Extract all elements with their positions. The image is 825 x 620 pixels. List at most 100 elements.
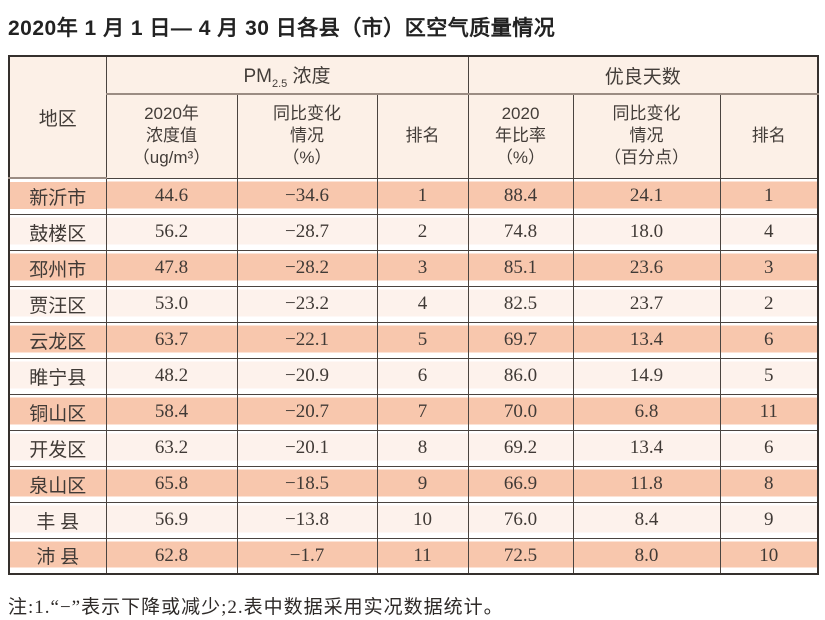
cell-good-rank: 1: [719, 177, 819, 215]
cell-pm-value: 63.7: [105, 321, 238, 359]
cell-pm-change: −20.9: [236, 357, 378, 395]
cell-good-rank: 11: [719, 393, 819, 431]
header-sub-row: 2020年 浓度值 （ug/m³） 同比变化 情况 （%） 排名 2020 年比…: [9, 93, 819, 179]
cell-pm-change: −34.6: [236, 177, 378, 215]
column-header-good-rank: 排名: [719, 93, 819, 179]
cell-pm-rank: 9: [376, 465, 469, 503]
cell-good-ratio: 72.5: [467, 537, 574, 575]
cell-pm-change: −13.8: [236, 501, 378, 539]
cell-region: 铜山区: [8, 393, 107, 431]
cell-good-rank: 5: [719, 357, 819, 395]
cell-good-ratio: 69.7: [467, 321, 574, 359]
cell-good-change: 23.6: [572, 249, 721, 287]
cell-region: 睢宁县: [8, 357, 107, 395]
cell-region: 新沂市: [8, 177, 107, 215]
cell-good-ratio: 88.4: [467, 177, 574, 215]
column-header-pm-change: 同比变化 情况 （%）: [236, 93, 378, 179]
column-header-good-ratio: 2020 年比率 （%）: [467, 93, 574, 179]
cell-pm-change: −23.2: [236, 285, 378, 323]
table-row: 开发区 63.2 −20.1 8 69.2 13.4 6: [8, 429, 819, 467]
table-row: 贾汪区 53.0 −23.2 4 82.5 23.7 2: [8, 285, 819, 323]
cell-pm-value: 56.9: [105, 501, 238, 539]
cell-good-ratio: 82.5: [467, 285, 574, 323]
air-quality-table: 地区 PM2.5 浓度 优良天数 2020年 浓度值 （ug/m³） 同比变化 …: [8, 55, 820, 575]
column-group-pm25: PM2.5 浓度: [105, 55, 469, 95]
cell-pm-change: −1.7: [236, 537, 378, 575]
table-row: 丰 县 56.9 −13.8 10 76.0 8.4 9: [8, 501, 819, 539]
cell-good-change: 24.1: [572, 177, 721, 215]
table-header: 地区 PM2.5 浓度 优良天数 2020年 浓度值 （ug/m³） 同比变化 …: [8, 55, 819, 179]
table-row: 云龙区 63.7 −22.1 5 69.7 13.4 6: [8, 321, 819, 359]
column-group-good-days: 优良天数: [467, 55, 819, 95]
cell-pm-rank: 10: [376, 501, 469, 539]
cell-pm-rank: 4: [376, 285, 469, 323]
cell-pm-rank: 7: [376, 393, 469, 431]
cell-good-change: 14.9: [572, 357, 721, 395]
table-footnote: 注:1.“−”表示下降或减少;2.表中数据采用实况数据统计。: [8, 597, 504, 618]
cell-pm-change: −22.1: [236, 321, 378, 359]
cell-pm-change: −18.5: [236, 465, 378, 503]
cell-region: 沛 县: [8, 537, 107, 575]
cell-pm-change: −28.7: [236, 213, 378, 251]
column-header-good-change: 同比变化 情况 （百分点）: [572, 93, 721, 179]
cell-good-ratio: 66.9: [467, 465, 574, 503]
cell-good-rank: 8: [719, 465, 819, 503]
cell-pm-value: 53.0: [105, 285, 238, 323]
cell-pm-change: −20.1: [236, 429, 378, 467]
cell-good-ratio: 70.0: [467, 393, 574, 431]
table-row: 铜山区 58.4 −20.7 7 70.0 6.8 11: [8, 393, 819, 431]
cell-good-change: 6.8: [572, 393, 721, 431]
cell-pm-value: 58.4: [105, 393, 238, 431]
cell-good-rank: 4: [719, 213, 819, 251]
cell-pm-rank: 8: [376, 429, 469, 467]
cell-pm-value: 62.8: [105, 537, 238, 575]
table-row: 新沂市 44.6 −34.6 1 88.4 24.1 1: [8, 177, 819, 215]
cell-pm-value: 56.2: [105, 213, 238, 251]
header-group-row: 地区 PM2.5 浓度 优良天数: [8, 55, 819, 179]
cell-pm-change: −28.2: [236, 249, 378, 287]
column-header-region: 地区: [8, 55, 107, 179]
cell-good-rank: 10: [719, 537, 819, 575]
table-row: 邳州市 47.8 −28.2 3 85.1 23.6 3: [8, 249, 819, 287]
cell-region: 丰 县: [8, 501, 107, 539]
cell-region: 邳州市: [8, 249, 107, 287]
pm-subscript: 2.5: [271, 77, 288, 90]
cell-pm-value: 48.2: [105, 357, 238, 395]
cell-good-ratio: 69.2: [467, 429, 574, 467]
cell-good-ratio: 85.1: [467, 249, 574, 287]
cell-pm-rank: 2: [376, 213, 469, 251]
cell-pm-rank: 5: [376, 321, 469, 359]
cell-region: 贾汪区: [8, 285, 107, 323]
cell-good-change: 23.7: [572, 285, 721, 323]
page-title: 2020年 1 月 1 日— 4 月 30 日各县（市）区空气质量情况: [8, 17, 556, 40]
cell-pm-rank: 1: [376, 177, 469, 215]
table-row: 鼓楼区 56.2 −28.7 2 74.8 18.0 4: [8, 213, 819, 251]
cell-good-rank: 6: [719, 321, 819, 359]
table-row: 沛 县 62.8 −1.7 11 72.5 8.0 10: [8, 537, 819, 575]
cell-good-rank: 2: [719, 285, 819, 323]
cell-good-change: 18.0: [572, 213, 721, 251]
cell-region: 云龙区: [8, 321, 107, 359]
cell-pm-value: 44.6: [105, 177, 238, 215]
cell-good-change: 11.8: [572, 465, 721, 503]
cell-good-change: 8.4: [572, 501, 721, 539]
table-row: 睢宁县 48.2 −20.9 6 86.0 14.9 5: [8, 357, 819, 395]
cell-good-change: 13.4: [572, 321, 721, 359]
pm-label-suffix: 浓度: [287, 65, 331, 87]
cell-pm-value: 63.2: [105, 429, 238, 467]
cell-good-rank: 6: [719, 429, 819, 467]
cell-pm-rank: 11: [376, 537, 469, 575]
cell-region: 鼓楼区: [8, 213, 107, 251]
table-body: 新沂市 44.6 −34.6 1 88.4 24.1 1 鼓楼区 56.2 −2…: [8, 177, 819, 575]
cell-region: 泉山区: [8, 465, 107, 503]
cell-pm-rank: 3: [376, 249, 469, 287]
cell-pm-change: −20.7: [236, 393, 378, 431]
table-row: 泉山区 65.8 −18.5 9 66.9 11.8 8: [8, 465, 819, 503]
cell-pm-rank: 6: [376, 357, 469, 395]
cell-region: 开发区: [8, 429, 107, 467]
cell-pm-value: 47.8: [105, 249, 238, 287]
column-header-pm-rank: 排名: [376, 93, 469, 179]
pm-label: PM: [243, 65, 272, 87]
cell-pm-value: 65.8: [105, 465, 238, 503]
cell-good-rank: 3: [719, 249, 819, 287]
